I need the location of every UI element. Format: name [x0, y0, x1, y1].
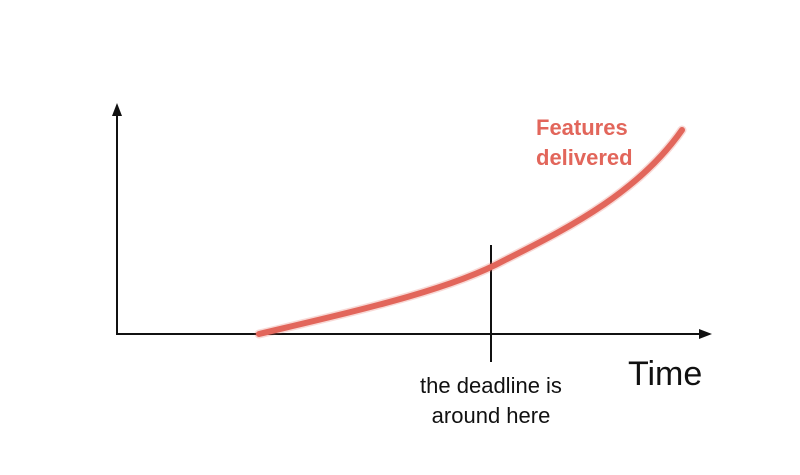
x-axis-label: Time — [628, 355, 702, 393]
series-label-line-2: delivered — [536, 145, 633, 170]
series-label-line-1: Features — [536, 115, 628, 140]
features-curve — [256, 127, 685, 337]
x-axis-arrow-icon — [699, 329, 712, 339]
deadline-label-line-2: around here — [432, 403, 551, 428]
deadline-label-line-1: the deadline is — [420, 373, 562, 398]
y-axis-arrow-icon — [112, 103, 122, 116]
